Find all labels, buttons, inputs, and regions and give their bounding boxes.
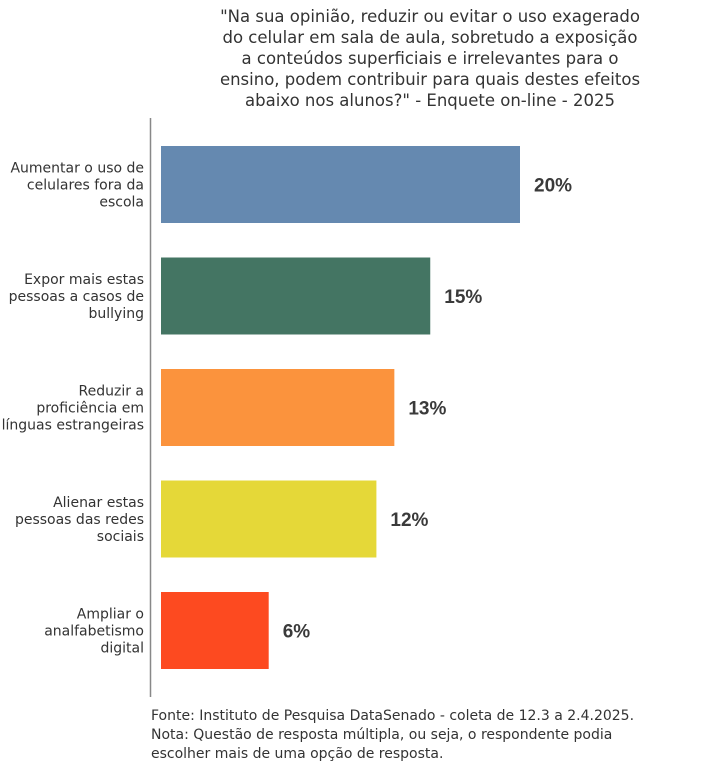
title-line: "Na sua opinião, reduzir ou evitar o uso… (220, 7, 640, 26)
bar (161, 592, 269, 669)
category-label-line: proficiência em (36, 401, 144, 417)
data-label: 20% (534, 176, 572, 197)
data-label: 15% (444, 287, 482, 308)
bar (161, 146, 520, 223)
data-label: 6% (283, 622, 311, 643)
bars-group: 20% Aumentar o uso de celulares fora da esc… (2, 146, 572, 669)
title-line: do celular em sala de aula, sobretudo a … (222, 28, 638, 47)
title-line: a conteúdos superficiais e irrelevantes … (241, 49, 619, 68)
category-label-line: línguas estrangeiras (2, 418, 144, 434)
category-label-line: sociais (97, 529, 144, 545)
category-label-line: digital (100, 641, 144, 657)
category-label-line: Expor mais estas (24, 272, 144, 288)
category-label: Aumentar o uso de celulares fora da escola (10, 161, 144, 211)
category-label: Alienar estas pessoas das redes sociais (15, 495, 144, 545)
chart-footer: Fonte: Instituto de Pesquisa DataSenado … (151, 707, 671, 764)
bar (161, 369, 395, 446)
category-label-line: Reduzir a (79, 384, 145, 400)
category-label-line: escola (99, 195, 144, 211)
chart-title: "Na sua opinião, reduzir ou evitar o uso… (200, 6, 660, 111)
title-line: abaixo nos alunos?" - Enquete on-line - … (245, 91, 615, 110)
note-line: escolher mais de uma opção de resposta. (151, 746, 444, 762)
bar (161, 480, 377, 558)
category-label-line: Ampliar o (77, 607, 144, 623)
category-label-line: analfabetismo (44, 624, 144, 640)
category-label-line: Alienar estas (53, 495, 144, 511)
category-label-line: bullying (89, 306, 144, 322)
note-line: Nota: Questão de resposta múltipla, ou s… (151, 727, 613, 743)
bar (161, 257, 431, 335)
category-label: Reduzir a proficiência em línguas estrange… (2, 384, 144, 434)
data-label: 13% (408, 399, 446, 420)
category-label-line: pessoas das redes (15, 512, 144, 528)
category-label: Expor mais estas pessoas a casos de bullyi… (9, 272, 144, 322)
category-label: Ampliar o analfabetismo digital (44, 607, 144, 657)
category-label-line: Aumentar o uso de (10, 161, 144, 177)
category-label-line: pessoas a casos de (9, 289, 144, 305)
title-line: ensino, podem contribuir para quais dest… (219, 70, 641, 89)
category-label-line: celulares fora da (27, 178, 144, 194)
data-label: 12% (390, 510, 428, 531)
source-note: Fonte: Instituto de Pesquisa DataSenado … (151, 708, 635, 724)
